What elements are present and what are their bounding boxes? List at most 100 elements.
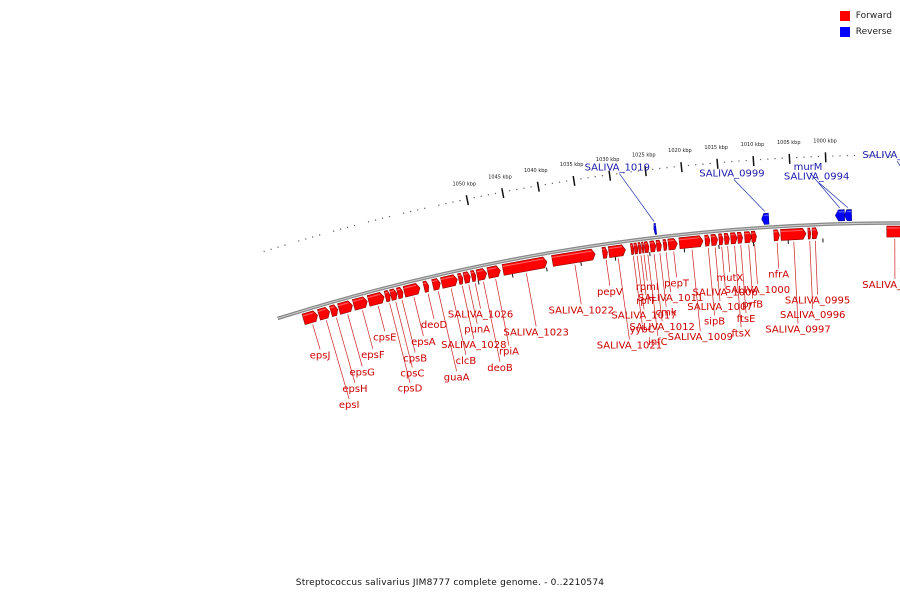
gene-label-epsj[interactable]: epsJ <box>310 350 331 361</box>
gene-arrow-deob[interactable] <box>475 268 487 281</box>
gene-label-murm[interactable]: murM <box>794 162 823 173</box>
gene-label-saliva-1000[interactable]: SALIVA_1000 <box>725 285 790 296</box>
gene-arrow-saliva-1012[interactable] <box>649 240 657 253</box>
gene-arrow-cpsd[interactable] <box>383 290 391 303</box>
gene-label-saliva-1007[interactable]: SALIVA_1007 <box>687 302 752 313</box>
gene-arrow-saliva-1019[interactable] <box>653 223 657 235</box>
gene-label-deob[interactable]: deoB <box>487 363 513 374</box>
gene-arrow-cmk[interactable] <box>655 239 662 252</box>
gene-label-deod[interactable]: deoD <box>421 320 448 331</box>
gene-label-mutx[interactable]: mutX <box>716 273 743 284</box>
gene-arrow-saliva-1023[interactable] <box>501 256 548 276</box>
gene-label-saliva-0999[interactable]: SALIVA_0999 <box>699 168 764 179</box>
gene-label-saliva-0994[interactable]: SALIVA_0994 <box>784 172 849 183</box>
gene-label-epsg[interactable]: epsG <box>349 367 374 378</box>
gene-arrow-rpmi[interactable] <box>641 241 645 254</box>
gene-label-saliva-1023[interactable]: SALIVA_1023 <box>503 327 568 338</box>
gene-label-rpmi[interactable]: rpmI <box>636 282 659 293</box>
gene-arrow-saliva-1028[interactable] <box>457 272 464 285</box>
gene-label-epsh[interactable]: epsH <box>342 384 367 395</box>
gene-label-nfra[interactable]: nfrA <box>768 270 789 281</box>
gene-arrow-epsa[interactable] <box>402 283 421 298</box>
gene-arrow-saliva-1022[interactable] <box>551 248 596 267</box>
gene-label-cpse[interactable]: cpsE <box>373 332 396 343</box>
gene-arrow-clcb[interactable] <box>440 274 458 289</box>
gene-arrow-cpsb[interactable] <box>395 286 404 300</box>
gene-label-saliva-1011[interactable]: SALIVA_1011 <box>638 293 703 304</box>
gene-arrow-puna[interactable] <box>462 271 471 284</box>
gene-label-saliva-1021[interactable]: SALIVA_1021 <box>597 341 662 352</box>
gene-label-prfb[interactable]: prfB <box>742 299 763 310</box>
gene-label-saliva-1028[interactable]: SALIVA_1028 <box>441 340 506 351</box>
gene-label-saliva-0997[interactable]: SALIVA_0997 <box>765 325 830 336</box>
gene-arrow-saliva-1021[interactable] <box>607 244 626 258</box>
gene-label-saliva-1022[interactable]: SALIVA_1022 <box>549 305 614 316</box>
gene-label-sipb[interactable]: sipB <box>704 317 725 328</box>
gene-arrow-saliva-1009[interactable] <box>678 235 704 250</box>
gene-label-saliva-0988[interactable]: SALIVA_0988 <box>862 150 900 161</box>
gene-arrow-sipb[interactable] <box>704 234 711 247</box>
gene-label-saliva-0996[interactable]: SALIVA_0996 <box>780 310 845 321</box>
gene-arrow-rplt[interactable] <box>637 242 642 254</box>
gene-label-epsa[interactable]: epsA <box>411 337 436 348</box>
gene-label-saliva-1006[interactable]: SALIVA_1006 <box>693 288 758 299</box>
gene-arrow-saliva-1011[interactable] <box>662 239 668 251</box>
gene-arrow-guaa[interactable] <box>431 278 441 291</box>
gene-label-rpia[interactable]: rpiA <box>499 347 519 358</box>
gene-label-infc[interactable]: infC <box>648 337 668 348</box>
gene-label-ftse[interactable]: ftsE <box>737 314 756 325</box>
gene-label-clcb[interactable]: clcB <box>456 356 477 367</box>
gene-arrow-saliva-0995[interactable] <box>811 227 819 240</box>
gene-label-saliva-1019[interactable]: SALIVA_1019 <box>585 162 650 173</box>
gene-arrow-rpia[interactable] <box>486 265 501 279</box>
gene-label-saliva-1026[interactable]: SALIVA_1026 <box>448 310 513 321</box>
gene-label-rplt[interactable]: rplT <box>636 296 656 307</box>
gene-arrow-saliva-0996[interactable] <box>807 227 812 240</box>
gene-arrow-pept[interactable] <box>667 238 678 251</box>
gene-arrow-deod[interactable] <box>422 280 430 293</box>
gene-label-cpsb[interactable]: cpsB <box>403 353 427 364</box>
gene-label-epsi[interactable]: epsI <box>339 400 360 411</box>
gene-arrow-saliva-0997[interactable] <box>780 227 807 241</box>
gene-arrow-epsj[interactable] <box>301 310 318 326</box>
gene-arrow-epsi[interactable] <box>316 306 330 321</box>
gene-label-epsf[interactable]: epsF <box>361 350 385 361</box>
gene-arrow-prfb[interactable] <box>743 231 752 244</box>
gene-arrow-saliva-0992[interactable] <box>886 225 900 238</box>
gene-label-cpsd[interactable]: cpsD <box>398 384 423 395</box>
gene-label-saliva-0995[interactable]: SALIVA_0995 <box>785 296 850 307</box>
gene-arrow-saliva-0994[interactable] <box>844 209 852 221</box>
gene-label-yybc[interactable]: yybC <box>630 325 655 336</box>
gene-arrow-saliva-1017[interactable] <box>633 242 639 255</box>
gene-label-guaa[interactable]: guaA <box>444 372 470 383</box>
gene-arrow-cpse[interactable] <box>366 291 385 307</box>
gene-arrow-epsh[interactable] <box>329 304 338 317</box>
gene-arrow-saliva-1007[interactable] <box>710 233 718 246</box>
gene-label-saliva-1012[interactable]: SALIVA_1012 <box>629 322 694 333</box>
gene-label-saliva-1017[interactable]: SALIVA_1017 <box>611 310 676 321</box>
gene-label-pept[interactable]: pepT <box>664 278 690 289</box>
gene-arrow-epsf[interactable] <box>351 296 368 311</box>
gene-arrow-epsg[interactable] <box>337 300 353 315</box>
gene-label-saliva-1009[interactable]: SALIVA_1009 <box>668 332 733 343</box>
gene-label-puna[interactable]: punA <box>464 325 490 336</box>
gene-label-cmk[interactable]: cmk <box>656 308 677 319</box>
gene-arrow-murm[interactable] <box>835 209 845 222</box>
gene-arrow-saliva-0999[interactable] <box>761 212 770 225</box>
gene-arrow-nfra[interactable] <box>773 229 780 242</box>
gene-arrow-saliva-1006[interactable] <box>718 233 724 246</box>
gene-arrow-infc[interactable] <box>643 241 650 254</box>
gene-label-pepv[interactable]: pepV <box>597 287 623 298</box>
gene-arrow-mutx[interactable] <box>723 232 730 245</box>
gene-arrow-highlight <box>423 282 427 285</box>
gene-arrow-yybc[interactable] <box>629 243 635 255</box>
gene-arrow-pepv[interactable] <box>601 246 608 259</box>
gene-arrow-ftse[interactable] <box>737 231 743 244</box>
gene-arrow-cpsc[interactable] <box>389 288 398 301</box>
gene-label-ftsx[interactable]: ftsX <box>731 328 750 339</box>
gene-label-cpsc[interactable]: cpsC <box>400 369 424 380</box>
gene-arrow-saliva-1026[interactable] <box>470 270 477 283</box>
gene-arrow-ftsx[interactable] <box>730 232 738 245</box>
gene-arrow-saliva-1000[interactable] <box>750 230 757 243</box>
gene-label-saliva-0992[interactable]: SALIVA_0992 <box>862 280 900 291</box>
